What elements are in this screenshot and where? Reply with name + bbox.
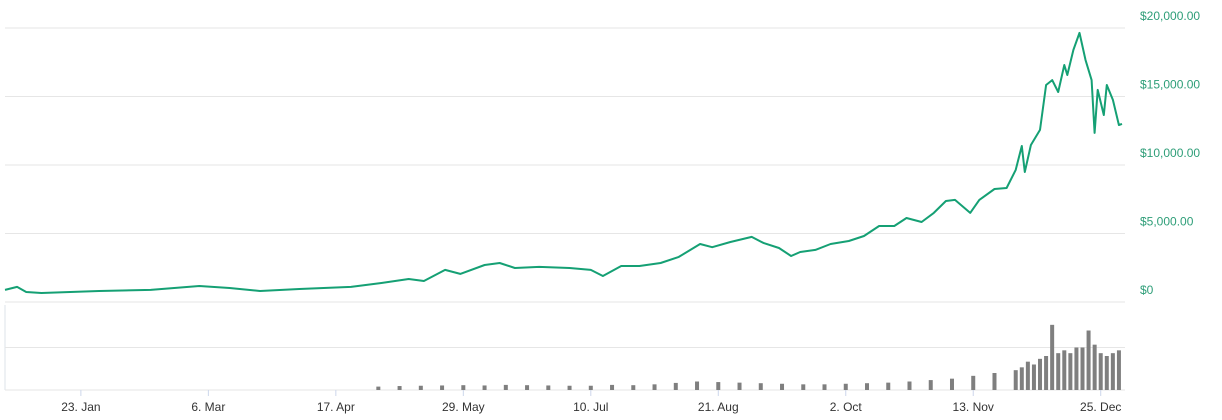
x-tick-label: 10. Jul — [573, 400, 608, 414]
volume-bar — [440, 385, 445, 390]
volume-bar — [631, 385, 636, 390]
volume-bar — [886, 382, 891, 390]
volume-bar — [695, 381, 700, 390]
x-tick-label: 29. May — [442, 400, 485, 414]
volume-bar — [1092, 344, 1097, 390]
volume-bar — [1068, 353, 1073, 390]
volume-bar — [1062, 350, 1067, 390]
y-tick-label: $15,000.00 — [1140, 78, 1200, 92]
volume-bar — [822, 384, 827, 390]
volume-bar — [1110, 353, 1115, 390]
x-tick-label: 17. Apr — [317, 400, 355, 414]
volume-bar — [758, 383, 763, 390]
volume-bar — [1098, 353, 1103, 390]
volume-bar — [503, 384, 508, 390]
x-tick-label: 2. Oct — [830, 400, 863, 414]
volume-bar — [610, 384, 615, 390]
volume-bar — [1056, 353, 1061, 390]
volume-bar — [971, 375, 976, 390]
volume-bar — [1044, 356, 1049, 390]
y-tick-label: $5,000.00 — [1140, 215, 1194, 229]
x-tick-label: 6. Mar — [191, 400, 225, 414]
volume-bar — [801, 384, 806, 390]
volume-bar — [376, 386, 381, 390]
volume-bar — [525, 385, 530, 390]
volume-bar — [588, 385, 593, 390]
volume-bar — [1074, 347, 1079, 390]
volume-bar — [1019, 367, 1024, 390]
price-line — [4, 31, 1123, 294]
x-tick-label: 13. Nov — [953, 400, 994, 414]
volume-bar — [652, 384, 657, 390]
volume-bar — [865, 383, 870, 390]
volume-bar — [907, 381, 912, 390]
y-tick-label: $0 — [1140, 283, 1154, 297]
volume-bar — [716, 382, 721, 390]
volume-bar — [673, 382, 678, 390]
y-tick-label: $20,000.00 — [1140, 9, 1200, 23]
volume-bar — [482, 385, 487, 390]
volume-bar — [992, 373, 997, 390]
volume-bar — [1086, 330, 1091, 390]
y-tick-label: $10,000.00 — [1140, 146, 1200, 160]
x-tick-label: 25. Dec — [1080, 400, 1121, 414]
volume-bar — [1080, 347, 1085, 390]
volume-bar — [546, 385, 551, 390]
volume-bar — [461, 385, 466, 390]
volume-bar — [1038, 358, 1043, 390]
volume-bar — [418, 385, 423, 390]
volume-bar — [928, 380, 933, 390]
volume-bar — [1025, 361, 1030, 390]
volume-bar — [949, 378, 954, 390]
volume-bar — [1116, 350, 1121, 390]
volume-bar — [1104, 356, 1109, 390]
x-tick-label: 23. Jan — [61, 400, 100, 414]
volume-bar — [1031, 364, 1036, 390]
volume-bar — [567, 385, 572, 390]
volume-bar — [843, 383, 848, 390]
volume-bar — [780, 383, 785, 390]
volume-bar — [737, 382, 742, 390]
volume-bar — [397, 386, 402, 390]
volume-bar — [1050, 324, 1055, 390]
x-tick-label: 21. Aug — [698, 400, 739, 414]
volume-bar — [1013, 370, 1018, 390]
